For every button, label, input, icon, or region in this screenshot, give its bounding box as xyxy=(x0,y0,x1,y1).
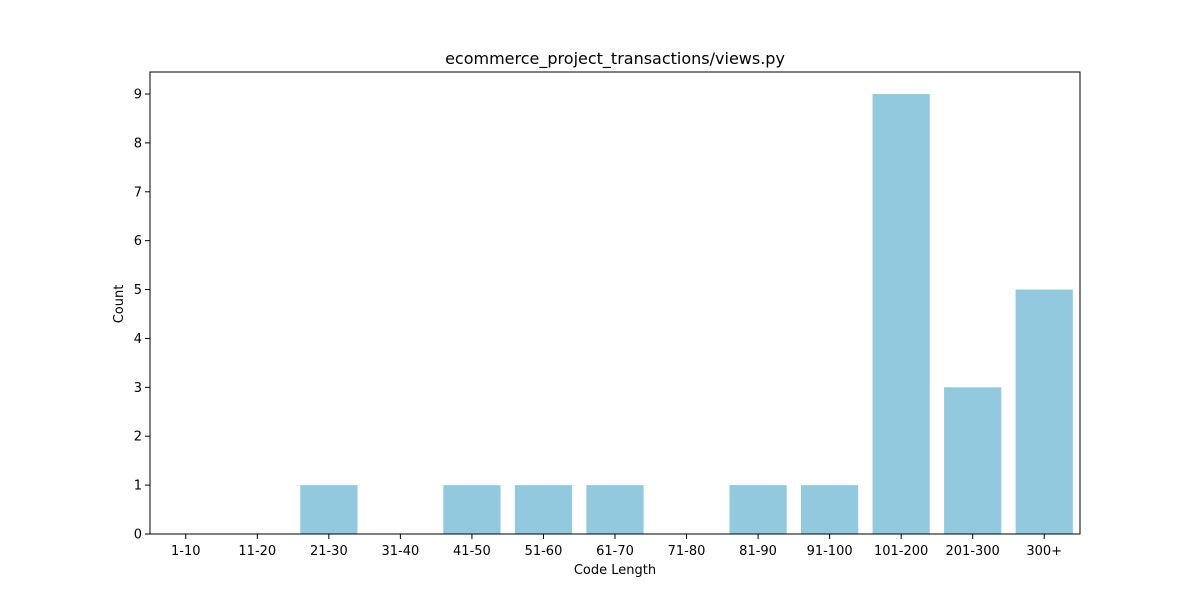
x-tick-label: 21-30 xyxy=(310,544,348,559)
x-tick-label: 101-200 xyxy=(874,544,928,559)
x-axis-label: Code Length xyxy=(574,563,656,578)
bar-51-60 xyxy=(514,485,573,534)
x-tick-label: 201-300 xyxy=(946,544,1000,559)
bar-91-100 xyxy=(801,485,859,534)
x-tick-label: 61-70 xyxy=(596,544,634,559)
y-tick-label: 1 xyxy=(134,479,142,494)
x-tick-label: 41-50 xyxy=(453,544,491,559)
x-tick-label: 71-80 xyxy=(668,544,706,559)
y-axis: 0 1 2 3 4 5 6 7 8 9 xyxy=(134,88,150,543)
y-tick-label: 9 xyxy=(134,88,142,103)
x-tick-label: 91-100 xyxy=(807,544,853,559)
x-axis: 1-10 11-20 21-30 31-40 41-50 51-60 61-70 71-80 8… xyxy=(171,534,1062,559)
bar-81-90 xyxy=(729,485,787,534)
y-axis-label: Count xyxy=(112,285,127,324)
plot-area-frame xyxy=(149,71,1081,535)
y-tick-label: 5 xyxy=(134,283,142,298)
bar-61-70 xyxy=(586,485,644,534)
x-tick-label: 51-60 xyxy=(525,544,563,559)
bar-41-50 xyxy=(443,485,501,534)
bars-group xyxy=(300,94,1073,534)
bar-300+ xyxy=(1015,289,1073,534)
y-tick-label: 4 xyxy=(134,332,142,347)
y-tick-label: 8 xyxy=(134,136,142,151)
bar-21-30 xyxy=(300,485,358,534)
x-tick-label: 31-40 xyxy=(381,544,419,559)
y-tick-label: 0 xyxy=(134,528,142,543)
bar-101-200 xyxy=(872,94,930,534)
y-tick-label: 2 xyxy=(134,430,142,445)
bar-201-300 xyxy=(944,387,1002,534)
y-tick-label: 7 xyxy=(134,185,142,200)
x-tick-label: 1-10 xyxy=(171,544,201,559)
x-tick-label: 11-20 xyxy=(238,544,276,559)
chart-title: ecommerce_project_transactions/views.py xyxy=(445,49,785,69)
x-tick-label: 300+ xyxy=(1026,544,1062,559)
y-tick-label: 3 xyxy=(134,381,142,396)
y-tick-label: 6 xyxy=(134,234,142,249)
x-tick-label: 81-90 xyxy=(739,544,777,559)
